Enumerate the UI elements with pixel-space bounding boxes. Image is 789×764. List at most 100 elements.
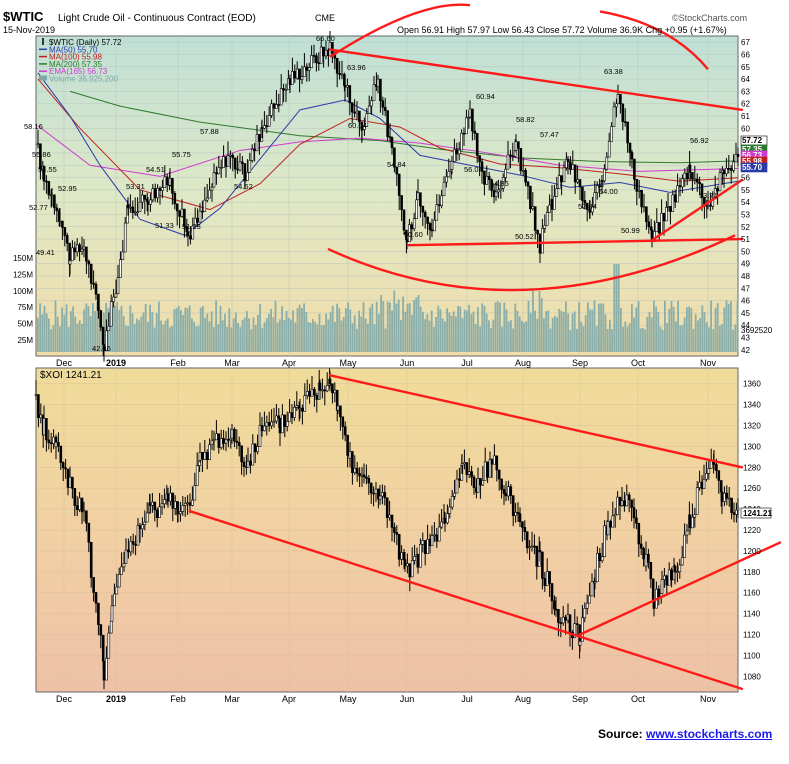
price-candle: [591, 206, 594, 213]
price-candle: [45, 180, 48, 183]
volume-bar: [175, 308, 178, 352]
price-candle: [370, 100, 373, 107]
price-candle: [473, 130, 477, 134]
price-annotation: 53.71: [699, 191, 718, 200]
xoi-candle: [325, 385, 329, 392]
volume-bar: [268, 313, 270, 352]
xoi-candle: [85, 510, 88, 524]
source-link[interactable]: www.stockcharts.com: [646, 727, 773, 741]
price-candle: [158, 187, 162, 191]
xoi-candle: [208, 444, 211, 461]
price-candle: [562, 167, 566, 183]
volume-bar: [538, 291, 541, 352]
volume-bar: [279, 319, 281, 352]
volume-tick-label: 125M: [13, 270, 33, 279]
price-candle: [126, 204, 130, 209]
price-annotation: 60.04: [348, 121, 367, 130]
month-label-top: 2019: [106, 358, 126, 368]
xoi-candle: [45, 418, 48, 441]
price-candle: [340, 73, 344, 76]
volume-bar: [446, 308, 448, 352]
volume-bar: [61, 307, 63, 352]
price-candle: [419, 192, 422, 207]
xoi-candle: [260, 425, 264, 432]
price-candle: [571, 164, 575, 170]
price-candle: [388, 136, 392, 138]
volume-bar: [523, 322, 525, 352]
month-label-top: Apr: [282, 358, 296, 368]
xoi-candle: [488, 459, 492, 478]
price-candle: [397, 173, 401, 196]
volume-bar: [679, 325, 682, 352]
volume-bar: [708, 327, 710, 352]
price-candle: [619, 94, 622, 105]
volume-bar: [263, 322, 266, 352]
volume-bar: [283, 320, 286, 352]
volume-bar: [334, 322, 336, 352]
volume-bar: [558, 308, 561, 352]
xoi-candle: [339, 405, 342, 418]
price-candle: [92, 282, 95, 285]
price-candle: [85, 246, 88, 262]
price-candle: [669, 206, 672, 212]
xoi-candle: [113, 593, 116, 607]
xoi-tick-label: 1260: [743, 484, 761, 493]
price-candle: [80, 248, 84, 252]
price-candle: [603, 168, 606, 182]
xoi-candle: [341, 416, 345, 427]
volume-bar: [204, 317, 206, 352]
price-candle: [706, 204, 710, 207]
xoi-candle: [212, 439, 216, 442]
rising-support-trendline: [650, 178, 744, 242]
volume-bar: [45, 313, 48, 352]
price-candle: [114, 293, 118, 298]
volume-bar: [195, 326, 198, 352]
price-tick-label: 45: [741, 309, 750, 318]
xoi-candle: [538, 550, 542, 553]
volume-bar: [364, 318, 367, 352]
price-annotation: 54.84: [387, 160, 406, 169]
volume-bar: [532, 290, 534, 352]
price-candle: [258, 134, 261, 142]
volume-bar: [452, 311, 455, 352]
price-candle: [468, 108, 472, 118]
volume-bar: [560, 310, 563, 352]
price-candle: [450, 161, 454, 170]
price-tick-label: 55: [741, 186, 750, 195]
volume-bar: [54, 300, 57, 352]
xoi-candle: [400, 552, 403, 560]
volume-bar: [510, 320, 512, 352]
volume-bar: [672, 306, 675, 352]
price-candle: [205, 197, 209, 201]
xoi-candle: [623, 500, 626, 507]
month-label-bottom: Feb: [170, 694, 186, 704]
xoi-candle: [258, 425, 262, 447]
volume-bar: [675, 321, 677, 352]
last-value-tag: [740, 162, 768, 173]
volume-bar: [389, 302, 391, 352]
volume-tick-label: 100M: [13, 287, 33, 296]
price-annotation: 55.75: [172, 150, 191, 159]
price-candle: [519, 147, 523, 171]
price-candle: [683, 172, 687, 180]
price-candle: [217, 167, 221, 175]
volume-bar: [659, 326, 662, 352]
price-candle: [566, 158, 570, 163]
month-label-bottom: Dec: [56, 694, 73, 704]
price-candle: [71, 247, 74, 261]
price-tick-label: 44: [741, 321, 750, 330]
xoi-candle: [416, 554, 420, 568]
volume-bar: [122, 315, 125, 352]
last-value-text: 55.98: [742, 157, 763, 166]
xoi-candle: [395, 532, 399, 535]
volume-bar: [166, 318, 169, 352]
symbol-title: $WTIC: [3, 9, 44, 24]
volume-bar: [584, 315, 587, 352]
xoi-candle: [336, 405, 340, 411]
volume-bar: [239, 327, 242, 352]
volume-bar: [85, 303, 88, 352]
price-candle: [102, 344, 106, 351]
xoi-candle: [528, 546, 531, 549]
xoi-candle: [421, 540, 425, 545]
xoi-candle: [151, 501, 154, 506]
